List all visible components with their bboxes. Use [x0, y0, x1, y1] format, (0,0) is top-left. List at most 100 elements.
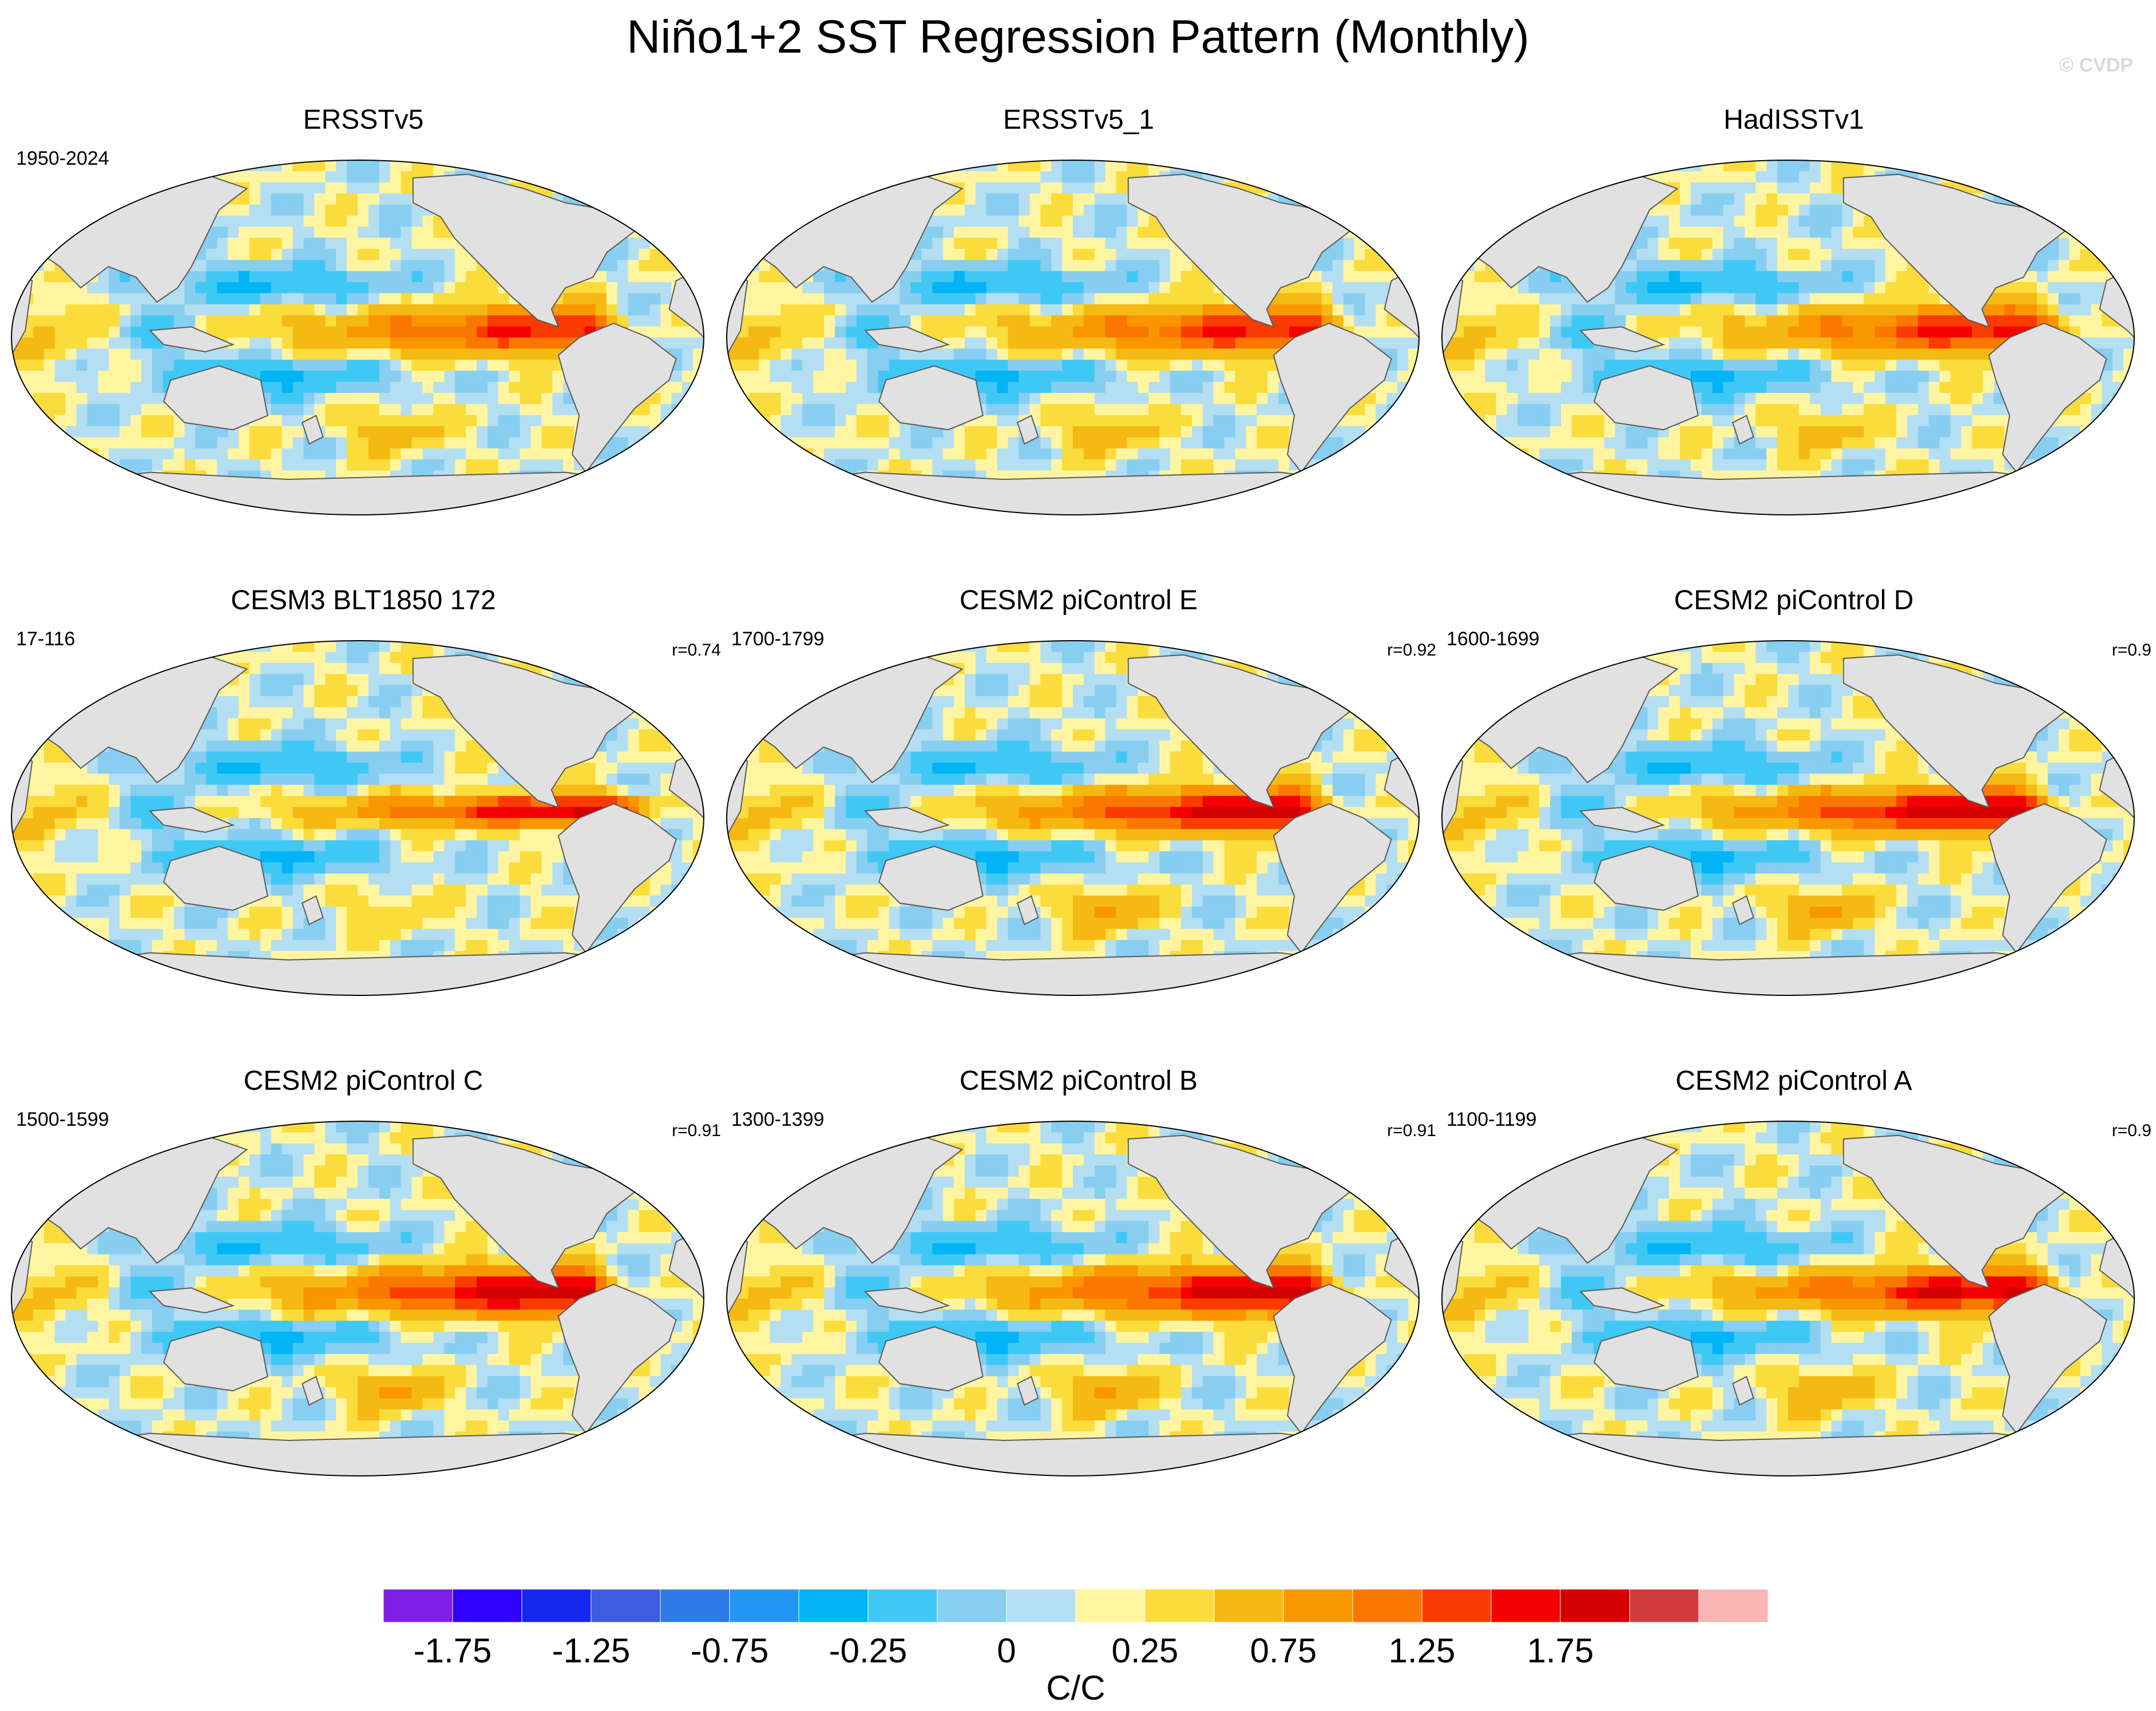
sst-cell	[336, 193, 347, 205]
sst-cell	[358, 160, 369, 172]
sst-cell	[585, 160, 596, 172]
sst-cell	[141, 171, 153, 183]
sst-cell	[759, 282, 771, 294]
sst-cell	[1831, 182, 1843, 194]
sst-cell	[1474, 204, 1486, 216]
sst-cell	[368, 371, 380, 383]
sst-cell	[292, 282, 304, 294]
sst-cell	[466, 271, 477, 283]
sst-cell	[1571, 160, 1583, 172]
sst-cell	[1159, 382, 1171, 394]
sst-cell	[813, 160, 825, 172]
sst-cell	[585, 282, 596, 294]
sst-cell	[1896, 282, 1908, 294]
sst-cell	[1452, 160, 1464, 172]
sst-cell	[1917, 293, 1929, 305]
sst-cell	[1397, 392, 1409, 405]
sst-cell	[422, 215, 434, 228]
sst-cell	[411, 415, 423, 427]
sst-cell	[1386, 215, 1398, 228]
sst-cell	[130, 503, 142, 515]
sst-cell	[54, 293, 66, 305]
sst-cell	[530, 415, 542, 427]
sst-cell	[1170, 271, 1182, 283]
land-mask	[1370, 188, 1419, 239]
sst-cell	[1442, 193, 1453, 205]
sst-cell	[1723, 193, 1735, 205]
sst-cell	[303, 282, 315, 294]
sst-cell	[325, 237, 336, 249]
sst-cell	[1213, 459, 1225, 471]
sst-cell	[271, 415, 283, 427]
sst-cell	[282, 459, 294, 471]
sst-cell	[152, 171, 164, 183]
sst-cell	[1658, 227, 1670, 239]
sst-cell	[1235, 326, 1247, 338]
sst-cell	[1496, 182, 1508, 194]
sst-cell	[130, 459, 142, 471]
sst-cell	[1354, 237, 1366, 249]
sst-cell	[1257, 338, 1269, 350]
sst-cell	[1083, 227, 1095, 239]
sst-cell	[997, 227, 1009, 239]
sst-cell	[1442, 260, 1453, 272]
sst-cell	[1376, 227, 1388, 239]
sst-cell	[1159, 282, 1171, 294]
sst-cell	[639, 304, 651, 316]
sst-cell	[11, 160, 23, 172]
sst-cell	[1528, 160, 1540, 172]
sst-cell	[1083, 215, 1095, 228]
sst-cell	[2069, 204, 2081, 216]
sst-cell	[693, 271, 704, 283]
sst-cell	[1138, 271, 1150, 283]
sst-cell	[292, 260, 304, 272]
sst-cell	[856, 437, 868, 449]
sst-cell	[1192, 503, 1203, 515]
sst-cell	[628, 237, 640, 249]
sst-cell	[1127, 204, 1139, 216]
sst-cell	[1321, 160, 1333, 172]
sst-cell	[1148, 437, 1160, 449]
sst-cell	[1127, 260, 1139, 272]
sst-cell	[1507, 171, 1519, 183]
sst-cell	[824, 271, 835, 283]
sst-cell	[1029, 293, 1041, 305]
sst-cell	[1928, 293, 1940, 305]
sst-cell	[727, 348, 738, 360]
sst-cell	[477, 359, 488, 371]
sst-cell	[975, 204, 987, 216]
sst-cell	[1809, 282, 1821, 294]
sst-cell	[433, 227, 445, 239]
sst-cell	[87, 437, 98, 449]
sst-cell	[649, 437, 661, 449]
sst-cell	[2047, 193, 2059, 205]
sst-cell	[1310, 304, 1322, 316]
sst-cell	[260, 338, 272, 350]
sst-cell	[2069, 193, 2081, 205]
sst-cell	[824, 182, 835, 194]
sst-cell	[1192, 282, 1203, 294]
sst-cell	[87, 359, 98, 371]
sst-cell	[87, 459, 98, 471]
sst-cell	[498, 503, 510, 515]
sst-cell	[292, 315, 304, 327]
sst-cell	[314, 227, 326, 239]
sst-cell	[1192, 404, 1203, 416]
sst-cell	[239, 204, 250, 216]
sst-cell	[1073, 392, 1084, 405]
sst-cell	[2036, 193, 2048, 205]
sst-cell	[22, 437, 34, 449]
sst-cell	[1083, 304, 1095, 316]
sst-cell	[1289, 171, 1301, 183]
sst-cell	[1062, 215, 1073, 228]
sst-cell	[1376, 160, 1388, 172]
sst-cell	[1386, 227, 1398, 239]
sst-cell	[1040, 359, 1052, 371]
sst-cell	[130, 182, 142, 194]
sst-cell	[975, 448, 987, 460]
sst-cell	[1116, 304, 1128, 316]
sst-cell	[1062, 415, 1073, 427]
sst-cell	[1809, 193, 1821, 205]
sst-cell	[1300, 503, 1311, 515]
sst-cell	[1993, 293, 2005, 305]
